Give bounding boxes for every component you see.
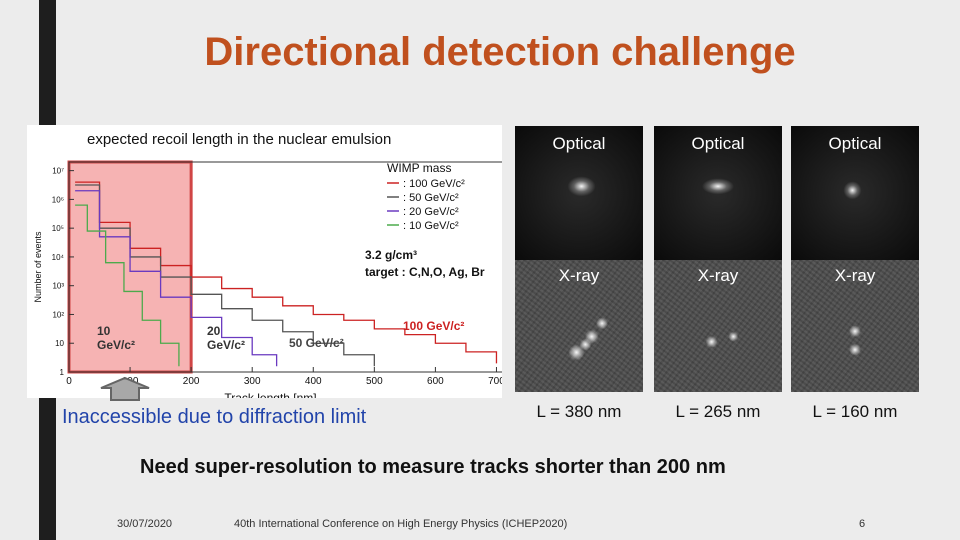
xray-label: X-ray [558,266,600,285]
optical-label: Optical [828,134,882,153]
y-tick-label: 10⁷ [52,167,64,176]
series-annotation: GeV/c² [207,338,245,352]
track-length-label: L = 160 nm [812,402,898,421]
legend-entry: : 20 GeV/c² [403,206,459,218]
conclusion-text: Need super-resolution to measure tracks … [140,456,726,478]
page-number: 6 [859,518,866,530]
recoil-length-chart: 010020030040050060070011010²10³10⁴10⁵10⁶… [27,125,502,398]
left-margin [0,0,18,540]
optical-image-panel: Optical [791,126,919,260]
optical-image-panel: Optical [654,126,782,260]
y-axis-label: Number of events [33,231,43,303]
x-tick-label: 700 [488,376,502,387]
density-note: 3.2 g/cm³ [365,248,417,262]
series-line-2 [75,190,278,367]
xray-image-panel: X-ray [515,260,643,392]
optical-label: Optical [691,134,745,153]
y-tick-label: 10⁵ [52,224,64,233]
x-tick-label: 500 [366,376,383,387]
y-tick-label: 10 [55,339,64,348]
inaccessible-note: Inaccessible due to diffraction limit [62,406,367,428]
legend-title: WIMP mass [387,161,451,175]
series-annotation: 100 GeV/c² [403,319,464,333]
optical-image-panel: Optical [515,126,643,260]
x-tick-label: 600 [427,376,444,387]
series-annotation: 20 [207,324,221,338]
up-arrow-icon [100,376,150,401]
series-annotation: 10 [97,324,111,338]
xray-image-panel: X-ray [654,260,782,392]
y-tick-label: 10² [52,310,64,319]
x-tick-label: 400 [305,376,322,387]
optical-label: Optical [552,134,606,153]
y-tick-label: 10³ [52,282,64,291]
series-annotation: GeV/c² [97,338,135,352]
legend-entry: : 100 GeV/c² [403,178,465,190]
track-length-label: L = 265 nm [675,402,761,421]
legend-entry: : 10 GeV/c² [403,220,459,232]
chart-canvas: 010020030040050060070011010²10³10⁴10⁵10⁶… [33,160,502,398]
legend-entry: : 50 GeV/c² [403,192,459,204]
series-annotation: 50 GeV/c² [289,336,344,350]
x-axis-label: Track length [nm] [224,391,316,398]
series-line-3 [75,204,180,367]
track-length-label: L = 380 nm [536,402,622,421]
xray-label: X-ray [834,266,876,285]
slide-title: Directional detection challenge [204,30,796,74]
y-tick-label: 1 [60,368,65,377]
footer-event: 40th International Conference on High En… [234,518,568,530]
xray-image-panel: X-ray [791,260,919,392]
chart-title: expected recoil length in the nuclear em… [87,131,392,148]
footer-date: 30/07/2020 [117,518,173,530]
x-tick-label: 0 [66,376,72,387]
xray-label: X-ray [697,266,739,285]
x-tick-label: 300 [244,376,261,387]
y-tick-label: 10⁶ [52,195,64,204]
y-tick-label: 10⁴ [52,253,65,262]
x-tick-label: 200 [183,376,200,387]
plot-frame [68,161,502,373]
target-note: target : C,N,O, Ag, Br [365,265,485,279]
series-line-0 [75,181,498,364]
